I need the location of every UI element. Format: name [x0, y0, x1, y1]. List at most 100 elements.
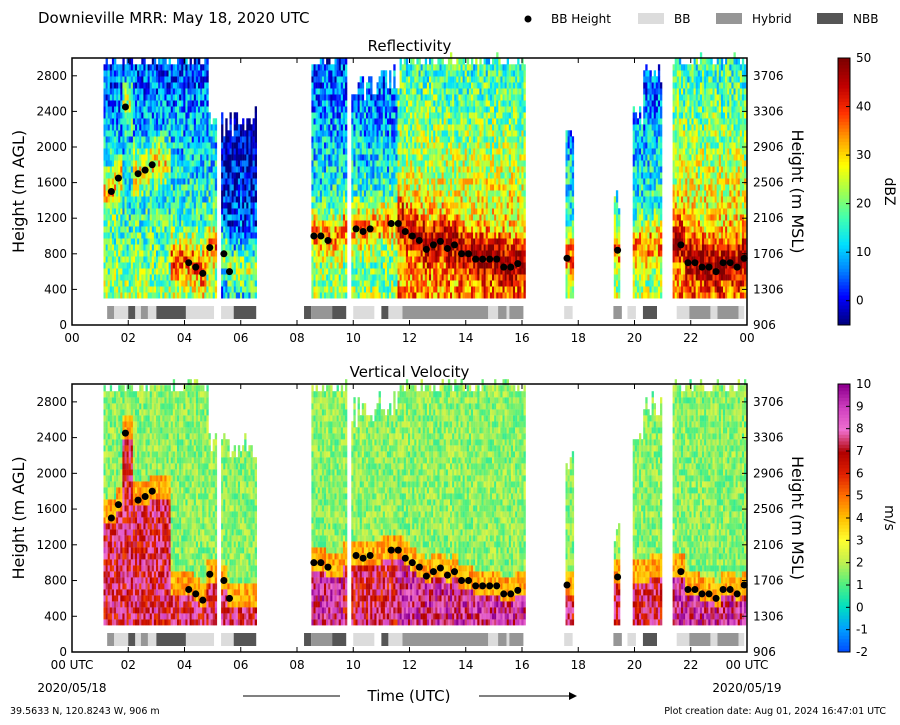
- bb-height-point: [740, 581, 748, 589]
- class-segment-nbb: [156, 306, 186, 319]
- colorbar-tick-label: 9: [856, 399, 864, 413]
- y-tick-label: 0: [59, 645, 67, 659]
- class-segment-hybrid: [509, 306, 524, 319]
- class-segment-bb: [627, 633, 636, 646]
- panel-title: Vertical Velocity: [350, 363, 470, 381]
- bb-height-point: [114, 174, 122, 182]
- bb-height-point: [500, 263, 508, 271]
- bb-height-point: [698, 590, 706, 598]
- bb-height-point: [310, 559, 318, 567]
- class-segment-bb: [738, 633, 745, 646]
- bb-height-point: [436, 564, 444, 572]
- class-segment-nbb: [304, 306, 312, 319]
- bb-height-point: [465, 577, 473, 585]
- class-segment-nbb: [642, 633, 657, 646]
- time-arrow-head: [569, 692, 577, 700]
- bb-height-point: [226, 268, 233, 276]
- date-end: 2020/05/19: [712, 681, 781, 695]
- y-right-tick-label: 3706: [753, 69, 784, 83]
- bb-height-point: [740, 254, 748, 262]
- class-segment-bb: [738, 306, 745, 319]
- class-segment-nbb: [156, 633, 186, 646]
- bb-height-point: [121, 103, 129, 111]
- bb-height-point: [422, 245, 430, 253]
- colorbar-tick-label: -2: [856, 645, 868, 659]
- legend-bb-swatch: [638, 13, 664, 24]
- x-tick-label: 00: [64, 331, 79, 345]
- colorbar-label: dBZ: [881, 177, 897, 205]
- class-segment-nbb: [642, 306, 657, 319]
- class-segment-nbb: [381, 306, 389, 319]
- y-tick-label: 0: [59, 318, 67, 332]
- bb-height-point: [712, 594, 720, 602]
- bright-band-markers: [107, 429, 748, 604]
- bb-height-point: [726, 259, 734, 267]
- colorbar-tick-label: -1: [856, 623, 868, 637]
- class-segment-bb: [353, 306, 375, 319]
- x-tick-label: 12: [402, 331, 417, 345]
- y-right-tick-label: 906: [753, 645, 776, 659]
- y-right-tick-label: 3306: [753, 104, 784, 118]
- bb-height-point: [324, 563, 332, 571]
- colorbar-tick-label: 3: [856, 533, 864, 547]
- creation-date: Plot creation date: Aug 01, 2024 16:47:0…: [664, 706, 886, 717]
- class-segment-hybrid: [107, 306, 115, 319]
- y-tick-label: 1600: [36, 502, 67, 516]
- bb-height-point: [726, 585, 734, 593]
- bb-height-point: [614, 573, 622, 581]
- colorbar-tick-label: 7: [856, 444, 864, 458]
- class-segment-nbb: [128, 633, 136, 646]
- bb-height-point: [458, 577, 466, 585]
- bb-height-point: [514, 260, 522, 268]
- class-segment-hybrid: [107, 633, 115, 646]
- bb-height-point: [401, 554, 409, 562]
- legend-label: BB Height: [551, 12, 611, 26]
- class-segment-bb: [710, 633, 718, 646]
- class-segment-bb: [147, 633, 157, 646]
- colorbar-tick-label: 4: [856, 511, 864, 525]
- class-segment-bb: [388, 633, 403, 646]
- bb-height-point: [148, 161, 156, 169]
- bb-height-point: [352, 552, 360, 560]
- y-tick-label: 2400: [36, 104, 67, 118]
- bb-height-point: [121, 429, 129, 437]
- x-tick-label: 02: [121, 331, 136, 345]
- y-right-tick-label: 2506: [753, 176, 784, 190]
- y-tick-label: 2400: [36, 431, 67, 445]
- heatmap-field: [103, 52, 747, 299]
- bb-height-point: [220, 577, 228, 585]
- velocity-colorbar: -2 -1 0 1 2 3 4 5 6 7 8 9 10 m/s: [837, 377, 897, 659]
- colorbar-tick-label: 6: [856, 466, 864, 480]
- bb-height-point: [366, 225, 374, 233]
- bb-height-point: [507, 590, 515, 598]
- y-right-tick-label: 1306: [753, 609, 784, 623]
- class-segment-bb: [388, 306, 403, 319]
- bb-height-point: [185, 259, 193, 267]
- class-segment-hybrid: [311, 633, 333, 646]
- legend-nbb-swatch: [817, 13, 843, 24]
- legend-bb-height-marker: [524, 15, 532, 23]
- bb-height-point: [310, 232, 318, 240]
- bb-height-point: [691, 259, 699, 267]
- colorbar-tick-label: 20: [856, 197, 871, 211]
- bb-height-point: [500, 590, 508, 598]
- x-tick-label: 12: [402, 658, 417, 672]
- bb-height-point: [719, 259, 727, 267]
- colorbar-tick-label: 10: [856, 377, 871, 391]
- class-segment-bb: [710, 306, 718, 319]
- colorbar-tick-label: 5: [856, 489, 864, 503]
- bb-height-point: [192, 263, 200, 271]
- bb-height-point: [114, 501, 122, 509]
- class-segment-hybrid: [498, 633, 507, 646]
- bb-height-point: [479, 255, 487, 263]
- x-tick-label: 14: [458, 331, 473, 345]
- bb-height-point: [359, 554, 367, 562]
- bb-height-point: [107, 188, 115, 195]
- x-tick-label: 22: [683, 331, 698, 345]
- x-tick-label: 06: [233, 331, 248, 345]
- bb-height-point: [677, 568, 685, 576]
- date-start: 2020/05/18: [37, 681, 106, 695]
- x-tick-label: 20: [627, 331, 642, 345]
- bb-height-point: [394, 546, 402, 554]
